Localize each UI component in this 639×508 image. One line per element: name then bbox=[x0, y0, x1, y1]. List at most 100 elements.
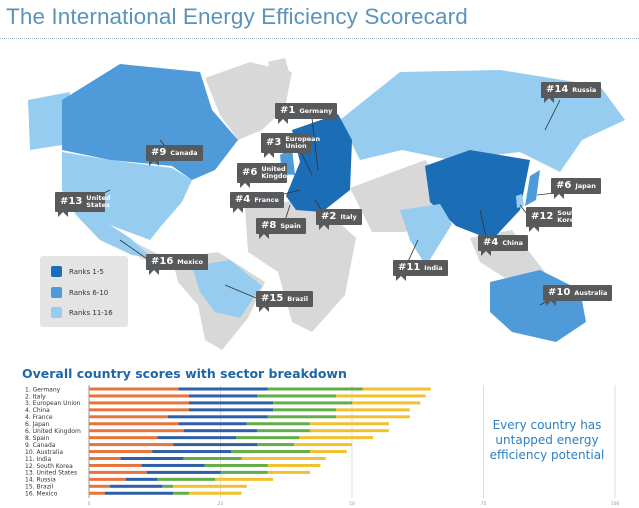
callout-united-states: #13 United States bbox=[55, 192, 111, 217]
category-label: 11. India bbox=[25, 456, 51, 463]
callout-rank: #9 bbox=[151, 147, 167, 158]
page-title: The International Energy Efficiency Scor… bbox=[6, 4, 468, 29]
callout-name: Canada bbox=[170, 148, 198, 157]
callout-australia: #10 Australia bbox=[543, 285, 613, 306]
callout-japan: #6 Japan bbox=[551, 178, 601, 199]
bar-segment bbox=[183, 457, 242, 460]
bar-segment bbox=[146, 470, 221, 474]
china bbox=[425, 150, 530, 240]
bar-segment bbox=[183, 429, 258, 433]
category-label: 3. European Union bbox=[25, 400, 81, 407]
callout-rank: #15 bbox=[261, 293, 284, 304]
callout-rank: #10 bbox=[548, 287, 571, 298]
legend-label: Ranks 6-10 bbox=[69, 288, 109, 297]
chart-title: Overall country scores with sector break… bbox=[22, 366, 347, 381]
callout-rank: #2 bbox=[321, 211, 337, 222]
callout-india: #11 India bbox=[393, 260, 448, 281]
bar-segment bbox=[241, 457, 326, 460]
bar-segment bbox=[89, 463, 142, 467]
category-label: 1. Germany bbox=[25, 386, 61, 393]
bar-segment bbox=[89, 387, 179, 391]
callout-name: Australia bbox=[574, 288, 608, 297]
callout-rank: #14 bbox=[546, 84, 569, 95]
brazil bbox=[192, 260, 262, 318]
callout-name: Spain bbox=[280, 221, 301, 230]
bar-segment bbox=[267, 463, 321, 467]
x-tick-label: 100 bbox=[611, 501, 620, 507]
bar-segment bbox=[157, 436, 237, 440]
callout-united-kingdom: #6 United Kingdom bbox=[237, 163, 294, 188]
category-label: 8. Spain bbox=[25, 435, 50, 442]
legend-swatch bbox=[51, 307, 62, 318]
bar-segment bbox=[173, 484, 247, 488]
bar-segment bbox=[273, 408, 337, 412]
chart-annotation: Every country has untapped energy effici… bbox=[489, 418, 605, 462]
bar-segment bbox=[110, 484, 163, 488]
callout-south-korea: #12 South Korea bbox=[526, 207, 579, 232]
callout-name: Italy bbox=[340, 212, 357, 221]
bar-segment bbox=[299, 436, 374, 440]
bar-segment bbox=[89, 415, 168, 419]
bar-segment bbox=[89, 484, 111, 488]
category-label: 10. Australia bbox=[25, 449, 63, 456]
legend-label: Ranks 1-5 bbox=[69, 267, 104, 276]
south-korea bbox=[516, 194, 524, 208]
callout-rank: #12 bbox=[531, 211, 554, 222]
bar-segment bbox=[157, 477, 216, 481]
callout-name: Russia bbox=[572, 85, 597, 94]
bar-segment bbox=[104, 491, 174, 495]
category-label: 4. China bbox=[25, 407, 50, 414]
mexico bbox=[76, 215, 152, 258]
category-label: 9. Canada bbox=[25, 442, 56, 449]
callout-name: United Kingdom bbox=[261, 165, 294, 180]
bar-segment bbox=[125, 477, 158, 481]
bar-segment bbox=[336, 394, 426, 398]
bar-segment bbox=[215, 477, 274, 481]
bar-segment bbox=[362, 387, 431, 391]
callout-rank: #6 bbox=[556, 180, 572, 191]
bar-segment bbox=[89, 457, 121, 460]
callout-brazil: #15 Brazil bbox=[256, 291, 314, 312]
category-label: 6. Japan bbox=[25, 421, 50, 428]
bar-segment bbox=[188, 491, 242, 495]
india bbox=[400, 204, 452, 266]
bar-segment bbox=[89, 401, 189, 405]
map-legend: Ranks 1-5 Ranks 6-10 Ranks 11-16 bbox=[40, 256, 128, 327]
bar-segment bbox=[173, 443, 258, 447]
category-label: 12. South Korea bbox=[25, 463, 73, 470]
category-label: 6. United Kingdom bbox=[25, 428, 81, 435]
legend-item-ranks-6-10: Ranks 6-10 bbox=[51, 287, 108, 298]
bar-segment bbox=[309, 429, 389, 433]
x-tick-label: 50 bbox=[349, 501, 355, 507]
callout-germany: #1 Germany bbox=[275, 103, 338, 124]
legend-item-ranks-1-5: Ranks 1-5 bbox=[51, 266, 104, 277]
bar-segment bbox=[89, 429, 184, 433]
callout-name: Germany bbox=[299, 106, 333, 115]
callout-rank: #6 bbox=[242, 167, 258, 178]
bar-segment bbox=[246, 422, 310, 426]
bar-segment bbox=[152, 450, 232, 454]
callout-name: Mexico bbox=[177, 257, 203, 266]
x-tick-label: 75 bbox=[481, 501, 487, 507]
bar-segment bbox=[89, 491, 105, 495]
bar-segment bbox=[273, 401, 352, 405]
callout-rank: #4 bbox=[235, 194, 251, 205]
callout-name: South Korea bbox=[557, 209, 579, 224]
united-states bbox=[62, 152, 192, 240]
bar-segment bbox=[352, 401, 421, 405]
legend-swatch bbox=[51, 266, 62, 277]
legend-swatch bbox=[51, 287, 62, 298]
bar-segment bbox=[257, 394, 337, 398]
callout-canada: #9 Canada bbox=[146, 145, 203, 166]
callout-rank: #16 bbox=[151, 256, 174, 267]
bar-segment bbox=[178, 422, 247, 426]
bar-segment bbox=[89, 450, 153, 454]
title-divider bbox=[0, 38, 639, 39]
callout-italy: #2 Italy bbox=[316, 209, 362, 230]
callout-mexico: #16 Mexico bbox=[146, 254, 208, 275]
callout-name: India bbox=[424, 263, 443, 272]
callout-name: France bbox=[254, 195, 279, 204]
callout-name: Brazil bbox=[287, 294, 309, 303]
